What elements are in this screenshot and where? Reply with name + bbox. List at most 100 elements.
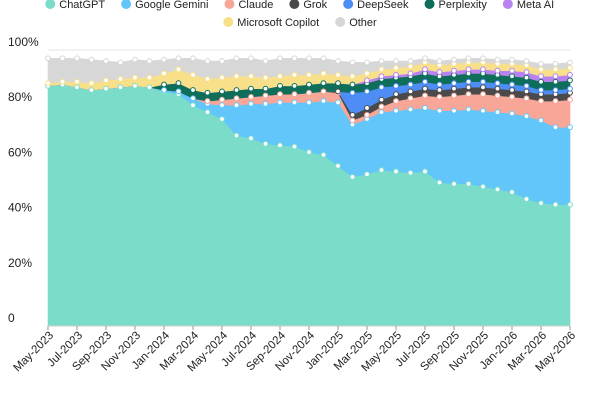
point-claude bbox=[494, 92, 501, 99]
point-chatgpt bbox=[233, 132, 240, 139]
point-microsoft-copilot bbox=[204, 76, 211, 82]
point-other bbox=[146, 58, 153, 64]
point-microsoft-copilot bbox=[349, 73, 356, 80]
y-axis: 0 20% 40% 60% 80% 100% bbox=[8, 35, 39, 325]
point-google-gemini bbox=[306, 99, 312, 106]
point-other bbox=[219, 58, 225, 64]
point-microsoft-copilot bbox=[320, 70, 327, 77]
legend: ChatGPT Google Gemini Claude Grok DeepSeek Pe… bbox=[45, 0, 554, 29]
chart-areas bbox=[47, 57, 571, 327]
point-grok bbox=[335, 88, 341, 95]
point-google-gemini bbox=[509, 110, 515, 117]
point-chatgpt bbox=[494, 186, 501, 193]
point-microsoft-copilot bbox=[378, 66, 385, 73]
point-other bbox=[88, 56, 95, 63]
point-grok bbox=[509, 87, 515, 93]
point-google-gemini bbox=[219, 102, 225, 109]
point-meta-ai bbox=[538, 73, 544, 80]
point-google-gemini bbox=[175, 88, 182, 95]
point-claude bbox=[393, 98, 399, 104]
point-microsoft-copilot bbox=[132, 74, 138, 81]
point-deepseek bbox=[494, 80, 501, 87]
point-claude bbox=[378, 103, 385, 110]
point-chatgpt bbox=[204, 109, 211, 115]
point-other bbox=[378, 58, 385, 64]
point-google-gemini bbox=[335, 99, 341, 106]
legend-item-microsoft-copilot: Microsoft Copilot bbox=[223, 17, 319, 29]
point-chatgpt bbox=[480, 183, 486, 190]
point-microsoft-copilot bbox=[88, 80, 95, 87]
point-chatgpt bbox=[364, 171, 370, 178]
point-grok bbox=[451, 85, 457, 92]
point-meta-ai bbox=[523, 69, 530, 75]
point-meta-ai bbox=[436, 69, 443, 75]
point-google-gemini bbox=[320, 98, 327, 104]
y-tick-label: 20% bbox=[8, 256, 32, 270]
point-claude bbox=[436, 94, 443, 100]
legend-item-grok: Grok bbox=[289, 0, 328, 11]
point-deepseek bbox=[523, 82, 530, 89]
point-claude bbox=[320, 88, 327, 95]
legend-item-perplexity: Perplexity bbox=[424, 0, 488, 11]
point-google-gemini bbox=[451, 107, 457, 114]
point-google-gemini bbox=[552, 124, 559, 131]
legend-swatch-grok bbox=[289, 0, 300, 9]
point-perplexity bbox=[320, 80, 327, 87]
point-perplexity bbox=[277, 82, 283, 89]
point-other bbox=[465, 55, 472, 62]
point-deepseek bbox=[552, 87, 559, 93]
point-microsoft-copilot bbox=[190, 71, 196, 78]
point-microsoft-copilot bbox=[74, 78, 80, 85]
point-deepseek bbox=[393, 82, 399, 89]
point-grok bbox=[364, 105, 370, 111]
point-deepseek bbox=[364, 88, 370, 95]
point-chatgpt bbox=[436, 179, 443, 186]
point-grok bbox=[393, 91, 399, 98]
point-chatgpt bbox=[538, 200, 544, 207]
point-google-gemini bbox=[436, 107, 443, 114]
point-microsoft-copilot bbox=[103, 77, 109, 84]
point-other bbox=[480, 55, 486, 62]
point-chatgpt bbox=[117, 84, 124, 91]
point-microsoft-copilot bbox=[306, 71, 312, 78]
point-chatgpt bbox=[74, 84, 80, 91]
point-other bbox=[509, 56, 515, 63]
point-other bbox=[59, 55, 66, 62]
point-perplexity bbox=[538, 78, 544, 85]
legend-label: Claude bbox=[238, 0, 273, 11]
point-claude bbox=[277, 91, 283, 98]
point-claude bbox=[538, 98, 544, 104]
legend-swatch-claude bbox=[224, 0, 235, 9]
point-deepseek bbox=[378, 84, 385, 91]
legend-label: Other bbox=[349, 17, 377, 29]
point-meta-ai bbox=[509, 67, 515, 74]
point-claude bbox=[306, 89, 312, 96]
point-other bbox=[248, 55, 254, 62]
point-microsoft-copilot bbox=[393, 65, 399, 71]
point-grok bbox=[523, 88, 530, 95]
point-microsoft-copilot bbox=[567, 65, 573, 71]
point-chatgpt bbox=[451, 180, 457, 187]
point-claude bbox=[567, 96, 573, 103]
point-chatgpt bbox=[248, 135, 254, 142]
point-claude bbox=[422, 92, 428, 99]
point-perplexity bbox=[219, 88, 225, 95]
point-other bbox=[45, 55, 51, 62]
point-claude bbox=[509, 94, 515, 100]
point-other bbox=[407, 58, 414, 64]
point-deepseek bbox=[436, 81, 443, 88]
legend-item-meta-ai: Meta AI bbox=[502, 0, 554, 11]
point-other bbox=[436, 58, 443, 64]
point-grok bbox=[378, 96, 385, 103]
legend-item-chatgpt: ChatGPT bbox=[45, 0, 105, 11]
point-meta-ai bbox=[465, 66, 472, 73]
point-meta-ai bbox=[552, 73, 559, 80]
point-other bbox=[291, 55, 298, 62]
legend-label: Microsoft Copilot bbox=[237, 17, 319, 29]
point-meta-ai bbox=[378, 73, 385, 80]
legend-label: Perplexity bbox=[439, 0, 488, 11]
point-perplexity bbox=[175, 80, 182, 87]
point-other bbox=[262, 58, 269, 64]
point-meta-ai bbox=[480, 66, 486, 73]
